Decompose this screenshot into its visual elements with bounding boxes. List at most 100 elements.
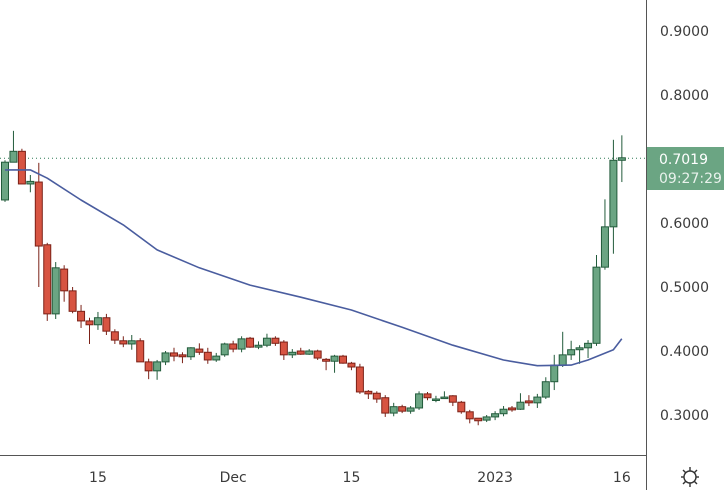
candle [305, 349, 314, 355]
candle-body [364, 390, 373, 395]
candle-body [237, 338, 246, 350]
candle [550, 354, 559, 391]
candle [584, 340, 593, 359]
candle-body [60, 268, 69, 292]
candle-body [398, 406, 407, 412]
candle-body [279, 341, 288, 356]
candle [533, 393, 542, 408]
candle-body [296, 350, 305, 355]
candle-body [499, 408, 508, 415]
time-tick-label: 2023 [477, 470, 513, 486]
candle-body [457, 401, 466, 413]
candle [508, 406, 516, 412]
candle-body [389, 406, 398, 414]
candle [423, 391, 432, 401]
candle [431, 395, 440, 403]
candle [381, 395, 390, 417]
candle [254, 341, 263, 350]
candle-body [85, 320, 94, 326]
candle-body [195, 348, 204, 353]
candle [499, 406, 508, 417]
candle [491, 411, 500, 421]
candle-body [558, 354, 567, 366]
candle-body [51, 267, 60, 315]
candle [153, 359, 162, 380]
plot-area[interactable] [0, 130, 646, 426]
candle [237, 336, 246, 353]
candle-body [440, 396, 449, 400]
candle-body [110, 331, 119, 341]
candle [448, 395, 457, 407]
time-axis[interactable]: 15 Dec 15 2023 16 [89, 470, 631, 486]
candle [144, 358, 153, 380]
candle [51, 262, 60, 319]
candle-body [567, 349, 576, 356]
candle-body [533, 396, 542, 404]
candle [617, 135, 626, 183]
candle [68, 287, 77, 314]
candle-body [609, 159, 618, 228]
candle-body [288, 351, 297, 356]
candle [271, 336, 280, 346]
last-price-label: 0.7019 09:27:29 [647, 147, 724, 190]
candle [186, 347, 195, 360]
candle-body [491, 413, 500, 418]
candle-body [26, 180, 35, 185]
candle-body [9, 150, 18, 163]
candle-body [136, 340, 145, 363]
candle-body [550, 364, 559, 383]
candle [296, 347, 305, 355]
gear-icon[interactable] [681, 467, 699, 487]
candle-body [347, 362, 356, 368]
candle-body [203, 351, 212, 361]
candle-body [17, 150, 26, 185]
candle-body [262, 337, 271, 346]
candle-body [474, 417, 483, 422]
candle [26, 175, 35, 193]
candle-body [271, 337, 280, 344]
candle [127, 335, 136, 350]
candle [457, 400, 466, 414]
candle-body [178, 354, 187, 358]
candle [355, 363, 364, 394]
candle [229, 340, 238, 353]
price-tick-label: 0.6000 [660, 216, 709, 232]
candle-body [212, 355, 221, 361]
candle-body [592, 266, 601, 344]
candle [9, 130, 18, 163]
candle-body [508, 407, 516, 411]
candle [516, 393, 525, 410]
candle [262, 333, 271, 348]
candle [85, 317, 94, 344]
candle-body [423, 393, 432, 399]
moving-average-line [5, 169, 623, 367]
candle-body [34, 181, 43, 247]
candle [77, 304, 86, 328]
candle [482, 415, 491, 423]
candle [161, 351, 170, 366]
candle [313, 349, 322, 360]
price-axis[interactable]: 0.9000 0.8000 0.6000 0.5000 0.4000 0.3000 [660, 24, 709, 424]
candle-body [254, 344, 263, 348]
candle [136, 338, 145, 363]
candle-body [448, 395, 457, 403]
candle-body [170, 352, 178, 357]
candle [102, 313, 111, 335]
candle [600, 199, 609, 270]
candle [322, 358, 331, 371]
candle [339, 354, 347, 364]
candle [541, 377, 550, 399]
price-tick-label: 0.5000 [660, 280, 709, 296]
candle [364, 390, 373, 399]
candle [567, 340, 576, 360]
candle [246, 336, 255, 348]
candle-body [313, 350, 322, 359]
candle-body [584, 342, 593, 349]
candle [17, 148, 26, 185]
candle-body [43, 244, 52, 315]
candle-body [322, 358, 331, 362]
candle-body [617, 157, 626, 161]
price-tick-label: 0.4000 [660, 344, 709, 360]
candle [93, 311, 102, 330]
